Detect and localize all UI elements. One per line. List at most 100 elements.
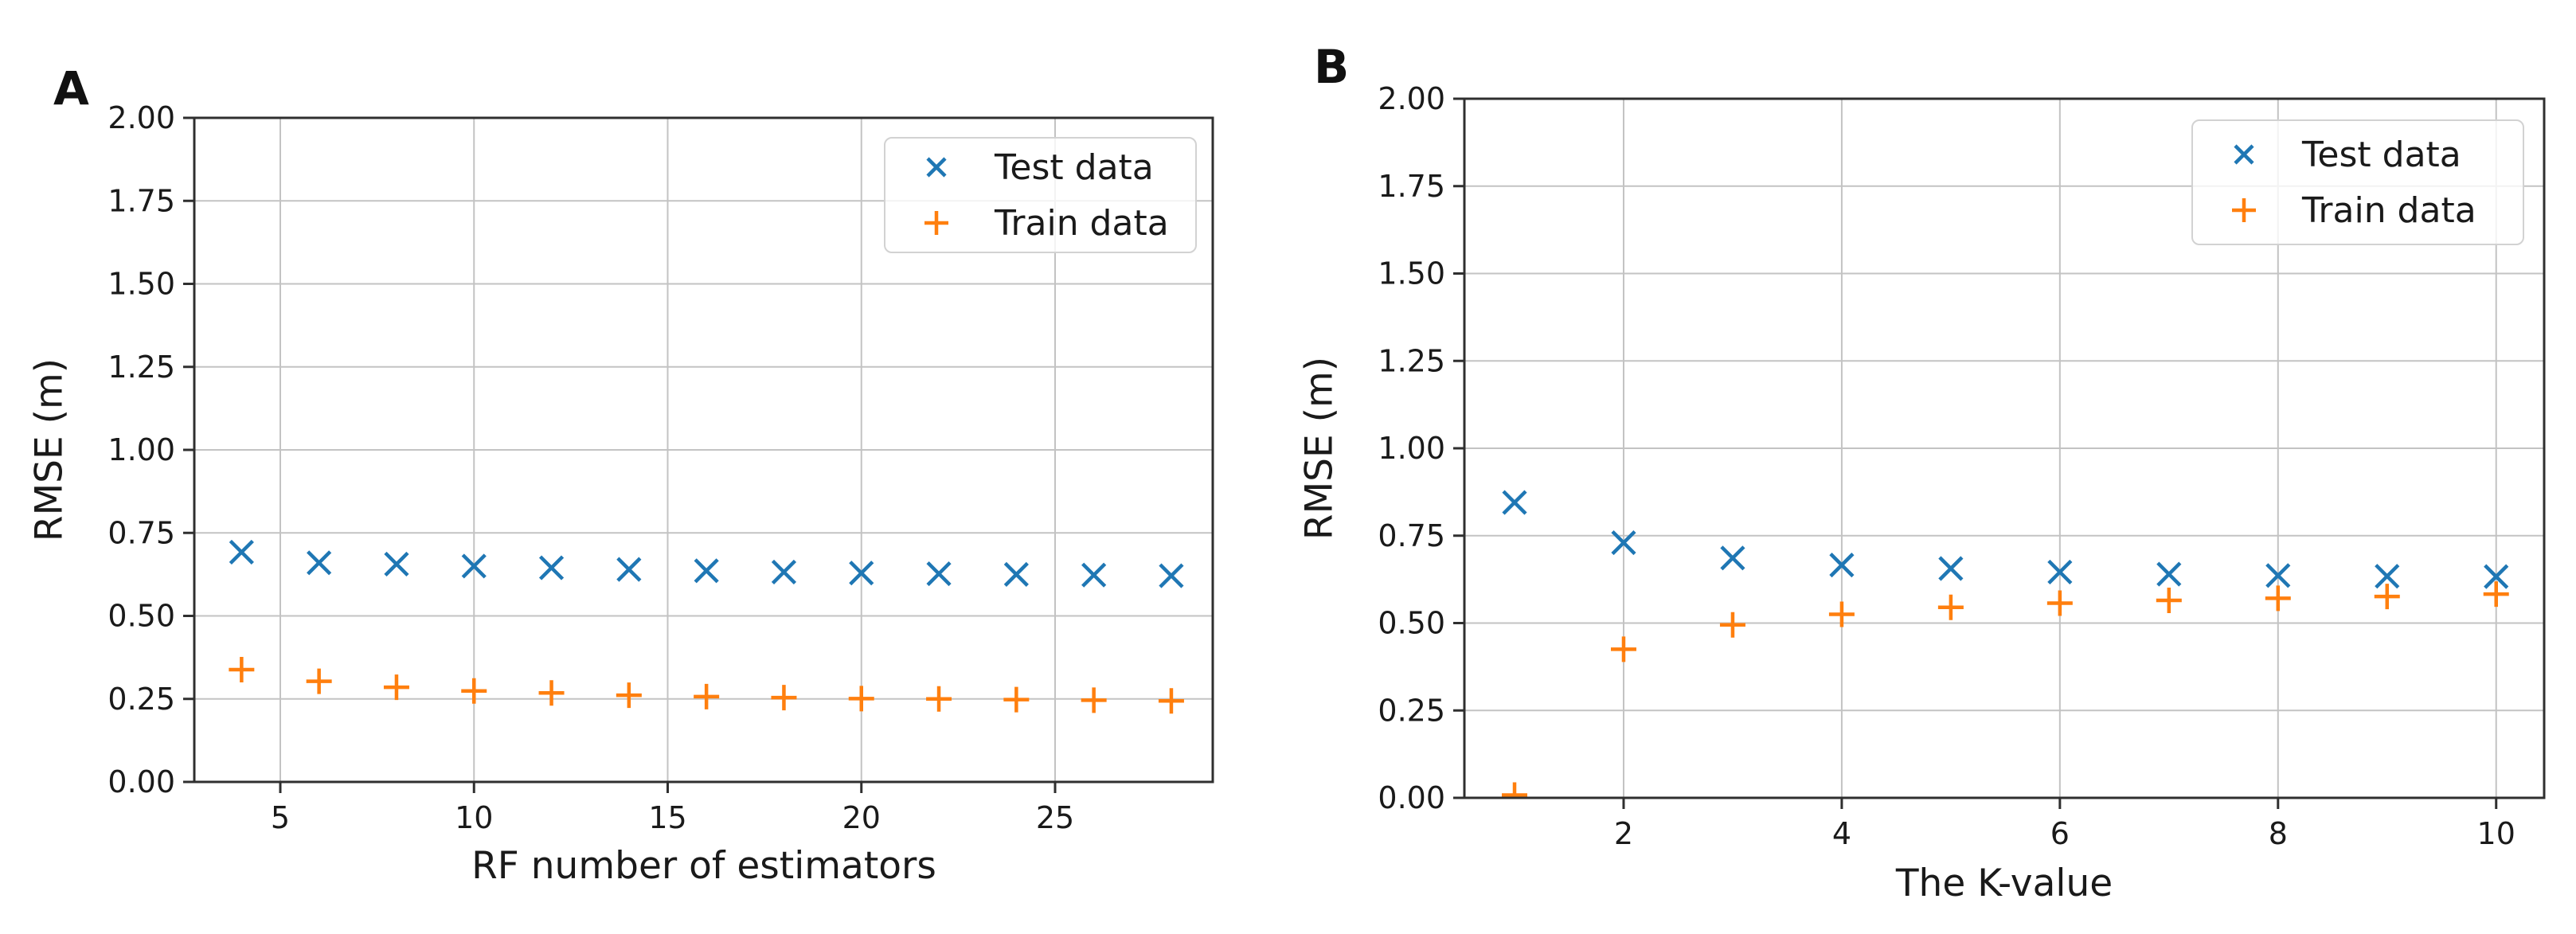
series-markers: [229, 539, 1184, 714]
y-tick-label: 1.25: [1378, 343, 1445, 378]
data-point-train: [616, 682, 642, 709]
data-point-test: [849, 561, 874, 586]
y-tick-label: 0.75: [107, 515, 175, 550]
panel-b-axes: 2 4 6 8 10 0.00 0.25 0.50 0.75 1.00 1.25 1.50 1.75 2.…: [1378, 81, 2546, 851]
x-tick-label: 10: [2477, 816, 2515, 851]
x-tick-label: 10: [455, 800, 493, 835]
y-tick-label: 2.00: [107, 100, 175, 135]
data-point-train: [694, 683, 720, 709]
data-point-train: [1081, 687, 1107, 713]
x-tick-label: 8: [2269, 816, 2288, 851]
panel-b-x-axis-title: The K-value: [1895, 862, 2113, 905]
y-tick-label: 0.50: [107, 599, 175, 634]
data-point-train: [2265, 585, 2291, 612]
data-point-train: [2374, 584, 2400, 610]
data-point-test: [229, 539, 254, 565]
x-tick-label: 6: [2050, 816, 2070, 851]
y-tick-label: 0.75: [1378, 518, 1445, 553]
data-point-test: [1720, 545, 1745, 571]
data-point-test: [384, 551, 409, 577]
data-point-test: [2375, 564, 2400, 589]
data-point-train: [1719, 612, 1745, 638]
y-tick-label: 1.00: [107, 432, 175, 467]
panel-b: 2 4 6 8 10 0.00 0.25 0.50 0.75 1.00 1.25 1.50 1.75 2.…: [1288, 0, 2576, 934]
y-tick-label: 2.00: [1378, 81, 1445, 116]
data-point-train: [1937, 594, 1964, 620]
y-tick-label: 0.25: [1378, 693, 1445, 728]
data-point-test: [2484, 564, 2509, 589]
legend-label-test: Test data: [995, 147, 1154, 188]
series-markers: [1502, 490, 2509, 799]
legend-entry-train: Train data: [2193, 182, 2523, 238]
data-point-test: [538, 555, 565, 580]
panel-a: 5 10 15 20 25 0.00 0.25 0.50 0.75 1.00 1.25 1.50 1.7…: [27, 61, 1214, 888]
panel-a-letter: A: [53, 61, 89, 115]
data-point-train: [2483, 581, 2509, 608]
legend-label-test: Test data: [2302, 134, 2461, 175]
test-data-x-marker-icon: [918, 149, 955, 186]
data-point-train: [771, 685, 797, 711]
panel-b-letter: B: [1314, 40, 1350, 94]
data-point-train: [538, 680, 565, 706]
x-tick-label: 25: [1036, 800, 1074, 835]
data-point-test: [1502, 490, 1527, 515]
data-point-train: [2046, 590, 2073, 616]
data-point-test: [461, 553, 487, 579]
y-tick-label: 0.50: [1378, 606, 1445, 641]
x-tick-label: 2: [1614, 816, 1633, 851]
panel-a-axes: 5 10 15 20 25 0.00 0.25 0.50 0.75 1.00 1.25 1.50 1.7…: [107, 100, 1214, 835]
panel-a-y-axis-title: RMSE (m): [27, 358, 72, 542]
panel-a-legend: Test data Train data: [884, 137, 1197, 253]
x-tick-label: 15: [648, 800, 686, 835]
data-point-test: [926, 561, 952, 587]
y-tick-label: 1.00: [1378, 431, 1445, 466]
train-data-plus-marker-icon: [918, 205, 955, 241]
data-point-train: [926, 686, 952, 712]
x-tick-label: 5: [271, 800, 290, 835]
data-point-test: [2047, 559, 2073, 584]
data-point-test: [1611, 530, 1636, 556]
data-point-test: [1003, 561, 1029, 587]
data-point-test: [694, 558, 719, 584]
legend-entry-test: Test data: [2193, 127, 2523, 182]
data-point-test: [307, 550, 332, 576]
data-point-train: [1828, 601, 1855, 627]
legend-entry-train: Train data: [885, 195, 1195, 251]
y-tick-label: 1.50: [1378, 256, 1445, 291]
legend-label-train: Train data: [2302, 190, 2476, 231]
y-tick-label: 0.00: [107, 764, 175, 799]
legend-label-train: Train data: [995, 202, 1169, 244]
y-tick-label: 1.25: [107, 350, 175, 385]
x-tick-label: 20: [842, 800, 881, 835]
data-point-train: [461, 678, 487, 704]
y-tick-label: 1.75: [1378, 169, 1445, 204]
data-point-train: [1158, 688, 1184, 714]
legend-entry-test: Test data: [885, 139, 1195, 195]
y-tick-label: 0.25: [107, 682, 175, 717]
data-point-train: [229, 657, 255, 683]
data-point-test: [616, 557, 642, 582]
y-tick-label: 0.00: [1378, 780, 1445, 815]
data-point-train: [1610, 636, 1636, 662]
data-point-train: [306, 668, 332, 694]
data-point-train: [2156, 587, 2182, 613]
data-point-test: [1938, 556, 1964, 581]
panel-a-x-axis-title: RF number of estimators: [471, 844, 936, 888]
data-point-test: [2156, 561, 2182, 587]
data-point-train: [848, 686, 874, 712]
data-point-test: [2265, 563, 2291, 588]
panel-b-y-axis-title: RMSE (m): [1297, 356, 1342, 541]
y-tick-label: 1.75: [107, 183, 175, 218]
data-point-test: [1829, 553, 1855, 578]
y-tick-label: 1.50: [107, 267, 175, 302]
data-point-train: [1502, 782, 1528, 799]
train-data-plus-marker-icon: [2226, 192, 2262, 229]
x-tick-label: 4: [1832, 816, 1851, 851]
panel-b-legend: Test data Train data: [2191, 119, 2524, 245]
data-point-train: [383, 674, 409, 701]
data-point-test: [1159, 563, 1184, 588]
test-data-x-marker-icon: [2226, 136, 2262, 173]
data-point-test: [1081, 562, 1107, 588]
data-point-train: [1003, 686, 1030, 713]
